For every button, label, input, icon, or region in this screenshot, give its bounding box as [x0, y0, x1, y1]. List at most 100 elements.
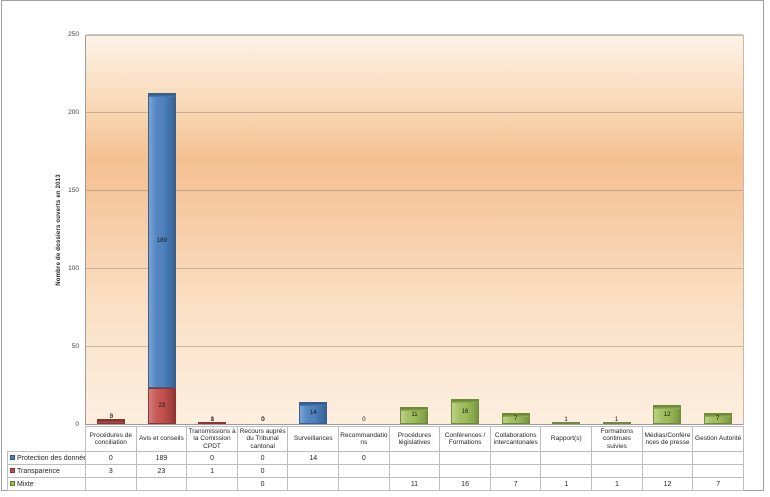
legend-item: Transparence: [7, 464, 86, 478]
column-header: Procédures de conciliation: [85, 426, 137, 452]
table-cell: [287, 464, 340, 478]
table-cell: [338, 464, 390, 478]
table-cell: 3: [85, 464, 137, 478]
gridline: [86, 34, 743, 35]
table-cell: [591, 464, 643, 478]
table-cell: 11: [388, 477, 441, 491]
table-row: Mixte 0 11 16 7 1 1 12 7: [7, 477, 744, 491]
bar-column: 0: [339, 36, 390, 424]
bar-segment: [299, 402, 328, 424]
column-header: Collaborations intercantonales: [489, 426, 542, 452]
gridline: [86, 190, 743, 191]
column-header: Surveillances: [287, 426, 340, 452]
column-header: Recours auprès du Tribunal cantonal: [236, 426, 289, 452]
table-cell: 0: [338, 451, 390, 465]
table-cell: 1: [186, 464, 238, 478]
bar-column: 1: [591, 36, 642, 424]
table-cell: [692, 464, 744, 478]
y-tick-label: 150: [68, 187, 79, 194]
column-header: Transmissions à la Comission CPDT: [186, 426, 238, 452]
column-header: Rapport(s): [540, 426, 593, 452]
bar-segment: [147, 388, 176, 424]
table-cell: [388, 451, 441, 465]
legend-series-name: Mixte: [17, 480, 34, 488]
gridline: [86, 112, 743, 113]
table-cell: 0: [236, 477, 289, 491]
bar-column: 16: [440, 36, 491, 424]
bar-segment: [97, 419, 126, 424]
bar-column: 7: [692, 36, 743, 424]
bar-segment: [703, 413, 732, 424]
table-cell: [186, 477, 238, 491]
table-cell: 16: [439, 477, 491, 491]
table-corner: [8, 427, 86, 452]
table-cell: [338, 477, 390, 491]
column-header: Procédures législatives: [388, 426, 441, 452]
bar-columns: 3 0 23 189 1 0 0 0 0 14 0 11 16 7 1 1 12 7: [86, 36, 743, 424]
column-header: Formations continues suivies: [591, 426, 643, 452]
column-header: Conférences / Formations: [439, 426, 491, 452]
bar-data-label: 0: [261, 417, 265, 423]
table-cell: 0: [186, 451, 238, 465]
table-cell: [489, 451, 542, 465]
table-cell: [692, 451, 744, 465]
table-row: Protection des données 0 189 0 0 14 0: [7, 451, 744, 465]
table-cell: 23: [135, 464, 188, 478]
legend-color-swatch: [10, 481, 15, 486]
bar-segment: [450, 399, 479, 424]
table-cell: [388, 464, 441, 478]
table-cell: 1: [540, 477, 593, 491]
bar-data-label: 0: [362, 417, 366, 423]
table-cell: [287, 477, 340, 491]
bar-column: 1: [541, 36, 592, 424]
table-cell: [439, 464, 491, 478]
table-cell: 7: [489, 477, 542, 491]
table-cell: 0: [236, 464, 289, 478]
bar-column: 7: [490, 36, 541, 424]
bar-segment: [400, 406, 429, 424]
table-cell: 1: [591, 477, 643, 491]
bar-column: 12: [642, 36, 693, 424]
table-cell: 0: [236, 451, 289, 465]
bar-segment: [552, 422, 581, 424]
y-tick-label: 0: [75, 421, 79, 428]
legend-item: Protection des données: [7, 451, 86, 465]
legend-color-swatch: [10, 468, 15, 473]
legend-color-swatch: [10, 455, 15, 460]
bar-segment: [501, 413, 530, 424]
y-tick-label: 100: [68, 265, 79, 272]
y-tick-label: 50: [71, 343, 79, 350]
table-cell: [641, 464, 694, 478]
table-cell: 189: [135, 451, 188, 465]
table-cell: [489, 464, 542, 478]
table-cell: [135, 477, 188, 491]
table-cell: [591, 451, 643, 465]
table-cell: 14: [287, 451, 340, 465]
table-cell: [540, 451, 593, 465]
gridline: [86, 268, 743, 269]
bar-data-label: 0: [261, 417, 265, 423]
table-cell: [641, 451, 694, 465]
bar-data-label: 0: [261, 417, 265, 423]
data-table: Procédures de conciliation Avis et consei…: [7, 426, 744, 491]
column-header: Médias/Conférences de presse: [641, 426, 694, 452]
table-cell: 12: [641, 477, 694, 491]
bar-segment: [653, 405, 682, 424]
bar-column: 23 189: [137, 36, 188, 424]
legend-item: Mixte: [7, 477, 86, 491]
legend-series-name: Protection des données: [17, 454, 86, 462]
column-header: Avis et conseils: [135, 426, 188, 452]
gridline: [86, 346, 743, 347]
bar-segment: [147, 93, 176, 389]
plot-area: 3 0 23 189 1 0 0 0 0 14 0 11 16 7 1 1 12 7: [85, 34, 744, 425]
table-cell: 7: [692, 477, 744, 491]
bar-column: 11: [389, 36, 440, 424]
y-tick-label: 200: [68, 109, 79, 116]
y-tick-label: 250: [68, 31, 79, 38]
table-cell: [439, 451, 491, 465]
table-row: Transparence 3 23 1 0: [7, 464, 744, 478]
table-cell: [540, 464, 593, 478]
